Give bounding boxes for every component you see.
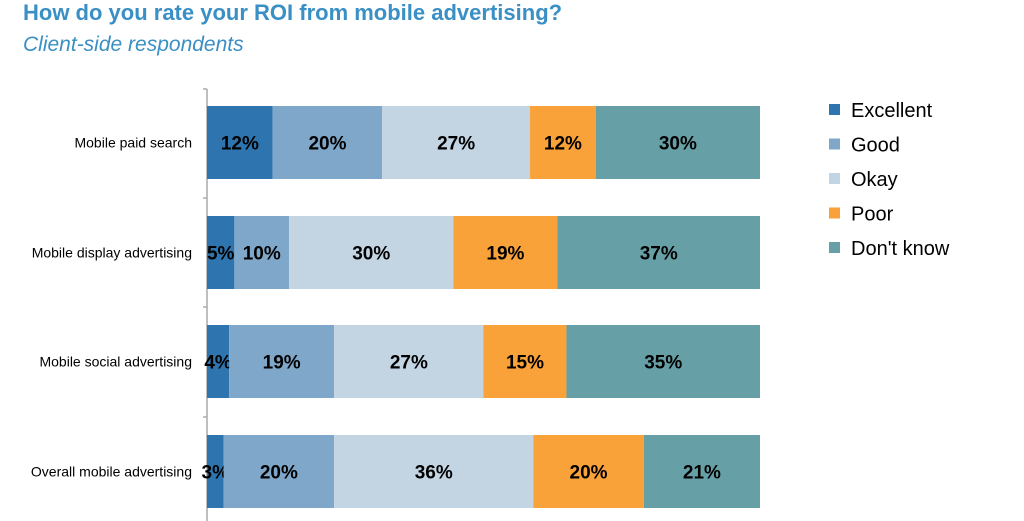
bar-segment-don-t-know [643, 435, 760, 508]
bar-segment-okay [289, 216, 454, 289]
legend-swatch [829, 104, 840, 115]
data-label: 27% [390, 353, 428, 374]
category-label: Mobile display advertising [32, 245, 192, 261]
bar-segment-good [272, 106, 383, 179]
legend-label: Good [851, 135, 900, 157]
data-label: 19% [263, 353, 301, 374]
legend-label: Don't know [851, 238, 950, 260]
bar-segment-good [223, 435, 335, 508]
data-label: 20% [308, 134, 346, 155]
data-label: 27% [437, 134, 475, 155]
data-label: 21% [683, 463, 721, 484]
data-label: 20% [260, 463, 298, 484]
bar-segment-good [234, 216, 290, 289]
category-label: Mobile social advertising [39, 354, 192, 370]
data-label: 20% [570, 463, 608, 484]
data-label: 5% [207, 244, 235, 265]
bar-segment-don-t-know [557, 216, 760, 289]
data-label: 12% [221, 134, 259, 155]
chart-subtitle: Client-side respondents [23, 33, 244, 56]
legend-swatch [829, 138, 840, 150]
bar-segment-okay [382, 106, 531, 179]
bar-segment-don-t-know [566, 325, 760, 398]
data-label: 15% [506, 353, 544, 374]
bar-segment-poor [530, 106, 596, 179]
data-label: 30% [352, 244, 390, 265]
data-label: 37% [640, 244, 678, 265]
bar-segment-okay [334, 435, 534, 508]
bar-segment-poor [453, 216, 558, 289]
legend-label: Poor [851, 204, 894, 226]
data-label: 19% [486, 244, 524, 265]
data-label: 12% [544, 134, 582, 155]
data-label: 4% [204, 353, 232, 374]
data-label: 36% [415, 463, 453, 484]
bar-segment-excellent [207, 435, 224, 508]
bar-segment-poor [483, 325, 567, 398]
category-label: Overall mobile advertising [31, 464, 192, 480]
legend-swatch [829, 242, 840, 253]
legend-swatch [829, 207, 840, 219]
data-label: 30% [659, 134, 697, 155]
bar-segment-don-t-know [595, 106, 760, 179]
chart-title: How do you rate your ROI from mobile adv… [23, 0, 563, 25]
bar-segment-excellent [207, 216, 235, 289]
data-label: 10% [243, 244, 281, 265]
legend-label: Excellent [851, 100, 933, 122]
bar-segment-poor [533, 435, 644, 508]
data-label: 3% [202, 463, 230, 484]
bar-segment-okay [334, 325, 484, 398]
bar-segment-excellent [207, 325, 230, 398]
legend-swatch [829, 173, 840, 184]
bar-segment-excellent [207, 106, 273, 179]
category-label: Mobile paid search [74, 135, 192, 151]
bar-segment-good [229, 325, 335, 398]
data-label: 35% [644, 353, 682, 374]
legend-label: Okay [851, 169, 898, 191]
